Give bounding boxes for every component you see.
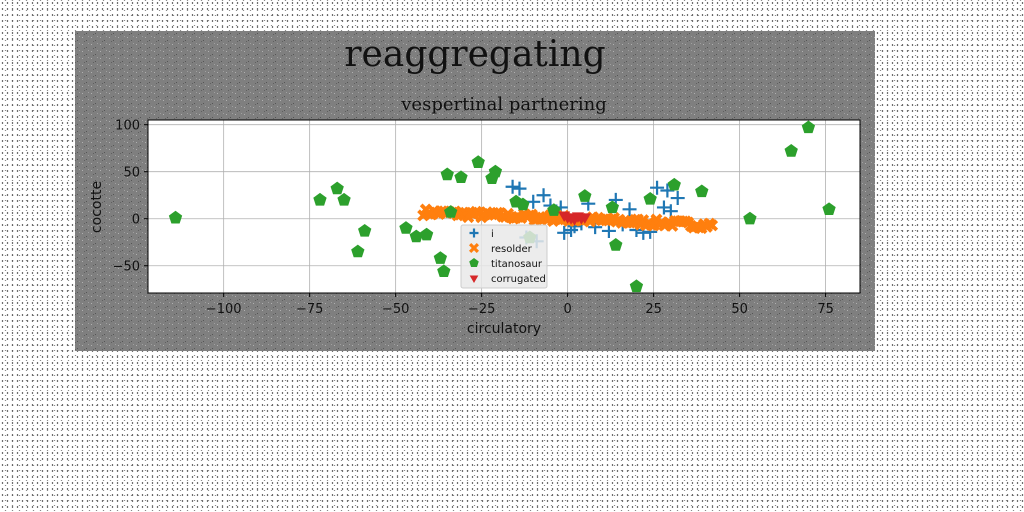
x-tick-label: 50 [731, 302, 748, 317]
series-titanosaur-point [399, 221, 413, 234]
x-tick-label: 25 [645, 302, 662, 317]
series-titanosaur-point [605, 200, 620, 214]
series-titanosaur-point [784, 144, 798, 157]
series-titanosaur-point [330, 181, 344, 195]
series-titanosaur-point [440, 167, 454, 181]
series-titanosaur-point [609, 238, 623, 251]
series-resolder-point [706, 219, 719, 232]
chart-subtitle: vespertinal partnering [400, 94, 606, 115]
series-titanosaur-point [801, 120, 816, 134]
legend-label: i [491, 229, 494, 240]
series-titanosaur-point [667, 177, 681, 191]
chart-title: reaggregating [344, 34, 605, 75]
series-titanosaur-point [351, 244, 365, 258]
x-tick-label: 75 [817, 302, 834, 317]
legend-marker [469, 243, 479, 253]
axis-ticks: −100 −75 −50 −25 0 25 50 75 −50 0 50 100 [113, 119, 834, 317]
series-titanosaur-point [358, 223, 372, 237]
y-tick-label: −50 [113, 260, 140, 275]
series-i-point [622, 202, 637, 217]
series-i-point [650, 180, 665, 195]
x-tick-label: −50 [382, 302, 409, 317]
y-tick-label: 100 [115, 119, 140, 134]
series-corrugated [558, 211, 591, 226]
series-titanosaur-point [643, 191, 657, 205]
series-titanosaur-point [337, 192, 351, 206]
legend-box [460, 224, 548, 289]
series-titanosaur-point [578, 189, 592, 202]
legend-marker [469, 228, 479, 238]
series-titanosaur-point [168, 210, 183, 224]
series-titanosaur-point [822, 202, 836, 215]
y-tick-label: 50 [123, 166, 140, 181]
legend-item: i [469, 228, 494, 240]
series-titanosaur-point [409, 229, 423, 243]
legend-item: corrugated [469, 274, 546, 285]
series-titanosaur-point [488, 164, 503, 178]
legend: i resolder titanosaur corrugated [460, 224, 548, 289]
y-tick-label: 0 [132, 213, 140, 228]
series-titanosaur-point [516, 197, 530, 211]
legend-label: resolder [491, 244, 533, 255]
series-i-point [512, 181, 527, 196]
x-tick-label: −75 [296, 302, 323, 317]
legend-item: titanosaur [469, 258, 543, 270]
series-titanosaur-point [547, 203, 561, 216]
series-titanosaur-point [629, 279, 644, 293]
series-i-point [536, 188, 551, 203]
series-titanosaur-point [433, 251, 448, 264]
x-tick-label: 0 [563, 302, 571, 317]
data-marks [168, 120, 836, 293]
legend-marker [469, 258, 479, 268]
y-axis-label: cocotte [89, 181, 105, 233]
legend-label: titanosaur [491, 259, 543, 270]
series-titanosaur-point [454, 170, 468, 184]
x-tick-label: −100 [206, 302, 242, 317]
series-i-point [670, 191, 685, 206]
series-titanosaur-point [313, 192, 327, 206]
series-i-point [601, 223, 616, 238]
series-i-point [557, 225, 572, 240]
legend-marker [469, 275, 479, 283]
x-tick-label: −25 [468, 302, 495, 317]
series-i-point [505, 179, 520, 194]
x-axis-label: circulatory [467, 321, 541, 337]
legend-label: corrugated [491, 274, 546, 285]
series-resolder [417, 203, 719, 235]
series-titanosaur-point [444, 205, 458, 218]
series-titanosaur [168, 120, 836, 293]
series-corrugated-point [578, 213, 591, 224]
series-titanosaur-point [437, 264, 451, 278]
series-titanosaur-point [695, 184, 709, 198]
series-titanosaur-point [419, 227, 434, 241]
plot-frame [147, 119, 861, 294]
legend-item: resolder [469, 243, 533, 255]
series-titanosaur-point [471, 155, 485, 168]
series-titanosaur-point [743, 211, 757, 225]
